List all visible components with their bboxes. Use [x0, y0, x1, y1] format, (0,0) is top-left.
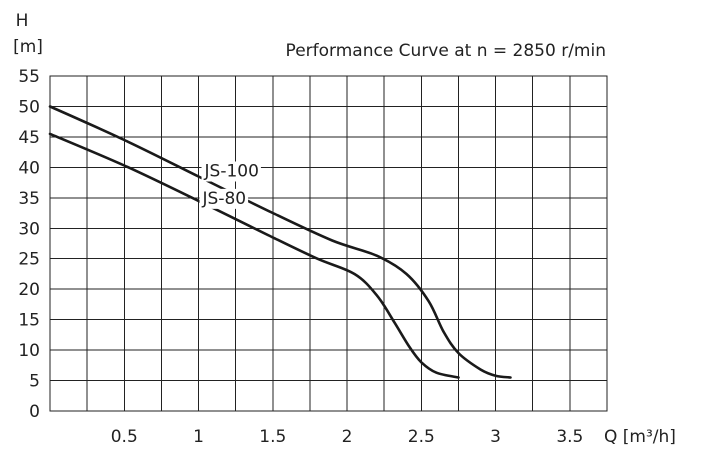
x-tick-label: 1 [193, 427, 204, 447]
x-tick-label: 3.5 [556, 427, 583, 447]
y-tick-label: 40 [18, 158, 40, 178]
y-axis-title-symbol: H [16, 11, 29, 31]
plot-frame [49, 75, 608, 412]
y-tick-label: 15 [18, 311, 40, 331]
series-labels: JS-100 JS-80 [199, 161, 261, 209]
y-tick-label: 20 [18, 280, 40, 300]
x-axis-title: Q [m³/h] [604, 427, 676, 447]
series-label-js-100: JS-100 [204, 162, 259, 182]
y-tick-label: 35 [18, 189, 40, 209]
series-line-js-80 [48, 132, 460, 379]
chart-title: Performance Curve at n = 2850 r/min [286, 41, 606, 61]
curves [48, 105, 512, 379]
tick-labels: 0 5 10 15 20 25 30 35 40 45 50 55 0.5 1 1.5 2 2.5 3 3.5 [18, 67, 583, 447]
grid [49, 75, 608, 412]
x-tick-label: 2.5 [408, 427, 435, 447]
y-tick-label: 30 [18, 219, 40, 239]
series-line-js-100 [48, 105, 512, 379]
x-tick-label: 1.5 [259, 427, 286, 447]
y-tick-label: 5 [29, 372, 40, 392]
series-label-group: JS-100 [201, 161, 261, 182]
series-label-js-80: JS-80 [202, 189, 247, 209]
series-label-background [199, 188, 249, 209]
y-tick-label: 0 [29, 402, 40, 422]
y-tick-label: 45 [18, 128, 40, 148]
y-tick-label: 10 [18, 341, 40, 361]
y-axis-title-unit: [m] [13, 37, 43, 57]
x-tick-label: 0.5 [111, 427, 138, 447]
y-tick-label: 50 [18, 97, 40, 117]
series-label-group: JS-80 [199, 188, 249, 209]
y-tick-label: 55 [18, 67, 40, 87]
series-label-background [201, 161, 261, 182]
y-tick-label: 25 [18, 250, 40, 270]
x-tick-label: 2 [342, 427, 353, 447]
x-tick-label: 3 [490, 427, 501, 447]
